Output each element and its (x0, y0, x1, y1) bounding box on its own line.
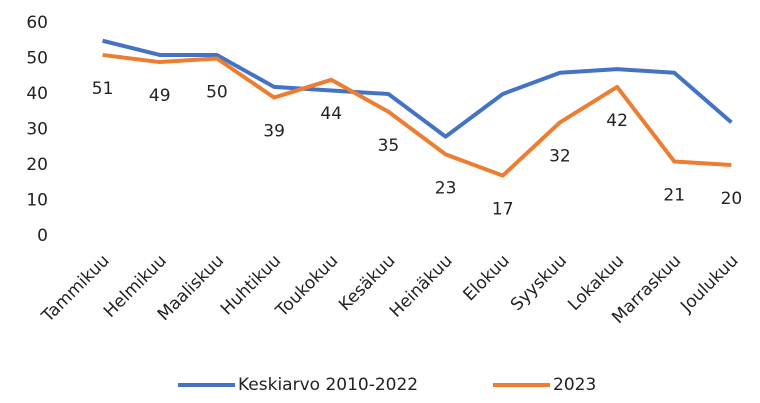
x-tick-label: Joulukuu (676, 251, 742, 317)
y-tick-label: 20 (26, 155, 48, 175)
data-label: 23 (435, 178, 457, 198)
line (102, 38, 733, 139)
x-tick-label: Tammikuu (37, 251, 113, 327)
x-tick-label: Syyskuu (507, 251, 571, 315)
data-label: 21 (663, 185, 685, 205)
y-tick-label: 0 (37, 226, 48, 246)
data-label: 49 (149, 86, 171, 106)
x-tick-label: Elokuu (460, 251, 514, 305)
data-label: 17 (492, 200, 514, 220)
legend-label: Keskiarvo 2010-2022 (238, 375, 418, 395)
data-label: 50 (206, 83, 228, 103)
data-label: 42 (606, 111, 628, 131)
y-tick-label: 50 (26, 49, 48, 69)
y-tick-label: 10 (26, 191, 48, 211)
data-label: 35 (378, 136, 400, 156)
data-label: 51 (92, 79, 114, 99)
line (102, 52, 732, 178)
y-tick-label: 30 (26, 120, 48, 140)
y-tick-label: 60 (26, 13, 48, 33)
data-label: 20 (721, 189, 743, 209)
x-tick-label: Heinäkuu (386, 251, 457, 322)
x-tick-label: Toukokuu (271, 251, 342, 322)
data-label: 32 (549, 146, 571, 166)
y-tick-label: 40 (26, 84, 48, 104)
data-label: 39 (263, 122, 285, 142)
legend-label: 2023 (553, 375, 596, 395)
data-label: 44 (320, 104, 342, 124)
